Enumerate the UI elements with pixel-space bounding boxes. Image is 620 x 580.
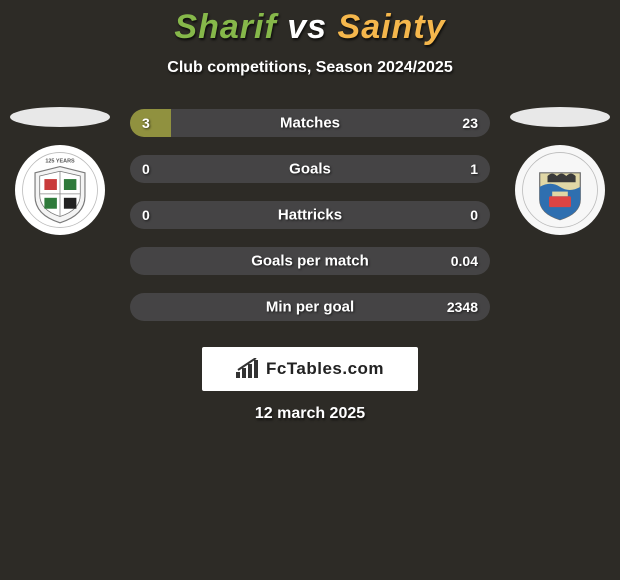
subtitle: Club competitions, Season 2024/2025 bbox=[0, 59, 620, 77]
stat-row: Min per goal2348 bbox=[130, 293, 490, 321]
stat-label: Hattricks bbox=[130, 207, 490, 224]
title-player2: Sainty bbox=[338, 8, 446, 46]
title-vs: vs bbox=[287, 8, 327, 46]
crest-left-icon: 125 YEARS bbox=[21, 151, 99, 229]
stat-value-right: 2348 bbox=[447, 299, 478, 315]
footer-brand-text: FcTables.com bbox=[266, 359, 384, 379]
title: Sharif vs Sainty bbox=[0, 8, 620, 47]
player1-crest: 125 YEARS bbox=[15, 145, 105, 235]
stat-value-right: 1 bbox=[470, 161, 478, 177]
left-side: 125 YEARS bbox=[10, 107, 110, 235]
stat-label: Min per goal bbox=[130, 299, 490, 316]
stat-value-right: 0.04 bbox=[451, 253, 478, 269]
stat-row: Hattricks0 0 bbox=[130, 201, 490, 229]
comparison-infographic: Sharif vs Sainty Club competitions, Seas… bbox=[0, 0, 620, 423]
stats-column: Matches323Goals01Hattricks00Goals per ma… bbox=[110, 109, 510, 339]
player2-name-plate bbox=[510, 107, 610, 127]
main-row: 125 YEARS Matches323Goals01Hattricks00Go… bbox=[0, 107, 620, 339]
stat-value-left: 3 bbox=[142, 115, 150, 131]
right-side bbox=[510, 107, 610, 235]
stat-row: Goals0 1 bbox=[130, 155, 490, 183]
stat-row: Matches3 23 bbox=[130, 109, 490, 137]
stat-value-left: 0 bbox=[142, 207, 150, 223]
bar-chart-icon bbox=[236, 358, 262, 380]
player2-crest bbox=[515, 145, 605, 235]
crest-right-icon bbox=[521, 151, 599, 229]
title-player1: Sharif bbox=[174, 8, 276, 46]
stat-label: Goals per match bbox=[130, 253, 490, 270]
svg-text:125 YEARS: 125 YEARS bbox=[45, 159, 75, 165]
stat-value-right: 23 bbox=[462, 115, 478, 131]
date: 12 march 2025 bbox=[0, 405, 620, 423]
stat-row: Goals per match0.04 bbox=[130, 247, 490, 275]
footer-brand: FcTables.com bbox=[202, 347, 418, 391]
stat-value-right: 0 bbox=[470, 207, 478, 223]
player1-name-plate bbox=[10, 107, 110, 127]
stat-value-left: 0 bbox=[142, 161, 150, 177]
stat-label: Goals bbox=[130, 161, 490, 178]
stat-label: Matches bbox=[130, 115, 490, 132]
